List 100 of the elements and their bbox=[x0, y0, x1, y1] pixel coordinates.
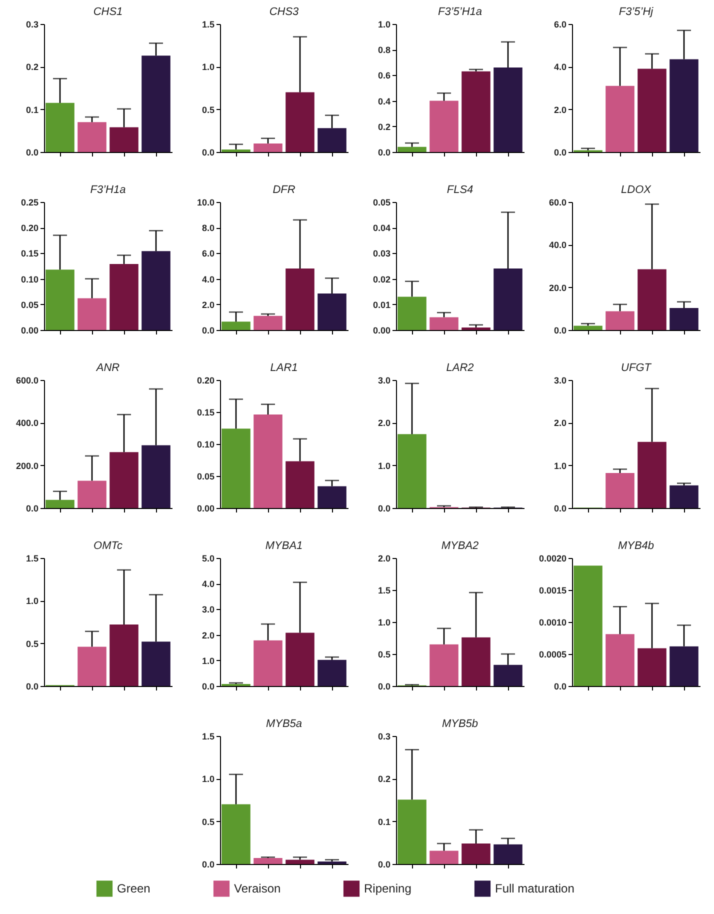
y-tick-label: 0.02 bbox=[372, 274, 390, 284]
bar bbox=[574, 566, 602, 686]
y-tick-label: 2.0 bbox=[378, 554, 390, 564]
chart-title: CHS3 bbox=[269, 6, 300, 18]
chart-title: F3’H1a bbox=[90, 184, 126, 196]
bar bbox=[670, 646, 698, 686]
legend-label: Veraison bbox=[234, 882, 281, 896]
y-tick-label: 1.5 bbox=[202, 732, 214, 742]
y-tick-label: 0.0 bbox=[554, 326, 566, 336]
bar bbox=[318, 294, 346, 330]
y-tick-label: 0.15 bbox=[196, 408, 214, 418]
y-tick-label: 0.2 bbox=[378, 774, 390, 784]
y-tick-label: 0.0 bbox=[378, 148, 390, 158]
bar bbox=[110, 127, 138, 152]
chart-title: LDOX bbox=[621, 184, 652, 196]
chart-title: MYBA2 bbox=[441, 540, 479, 552]
y-tick-label: 0.0 bbox=[554, 682, 566, 692]
chart-title: OMTc bbox=[94, 540, 123, 552]
y-tick-label: 0.0010 bbox=[538, 618, 566, 628]
bar bbox=[606, 634, 634, 686]
y-tick-label: 1.0 bbox=[26, 596, 38, 606]
bar bbox=[222, 149, 250, 152]
y-tick-label: 0.0 bbox=[554, 148, 566, 158]
bar bbox=[670, 308, 698, 330]
y-tick-label: 1.0 bbox=[378, 460, 390, 471]
y-tick-label: 2.0 bbox=[554, 104, 566, 115]
y-tick-label: 0.5 bbox=[26, 638, 38, 649]
bar bbox=[142, 251, 170, 330]
y-tick-label: 0.05 bbox=[196, 472, 214, 482]
bar bbox=[638, 442, 666, 508]
chart-title: DFR bbox=[272, 184, 296, 196]
y-tick-label: 2.0 bbox=[554, 418, 566, 428]
bar bbox=[318, 861, 346, 864]
bar bbox=[606, 86, 634, 152]
y-tick-label: 0.03 bbox=[372, 248, 390, 259]
chart-title: UFGT bbox=[621, 362, 652, 374]
y-tick-label: 20.0 bbox=[548, 282, 566, 293]
bar bbox=[462, 327, 490, 330]
y-tick-label: 0.05 bbox=[372, 198, 390, 208]
y-tick-label: 0.00 bbox=[372, 326, 390, 336]
bar bbox=[254, 858, 282, 864]
y-tick-label: 0.0 bbox=[202, 682, 214, 692]
bar bbox=[430, 317, 458, 330]
legend-label: Full maturation bbox=[495, 882, 574, 896]
bar bbox=[494, 664, 522, 686]
y-tick-label: 40.0 bbox=[548, 240, 566, 250]
bar bbox=[222, 804, 250, 864]
y-tick-label: 0.0015 bbox=[538, 586, 566, 596]
y-tick-label: 3.0 bbox=[202, 604, 214, 615]
bar bbox=[110, 624, 138, 686]
bar bbox=[398, 434, 426, 508]
bar bbox=[286, 860, 314, 864]
y-tick-label: 0.2 bbox=[26, 62, 38, 72]
y-tick-label: 4.0 bbox=[202, 274, 214, 284]
y-tick-label: 1.5 bbox=[26, 554, 38, 564]
y-tick-label: 400.0 bbox=[16, 418, 38, 428]
y-tick-label: 4.0 bbox=[202, 579, 214, 590]
bar bbox=[670, 59, 698, 152]
y-tick-label: 2.0 bbox=[202, 300, 214, 310]
bar bbox=[318, 128, 346, 152]
bar bbox=[462, 844, 490, 864]
y-tick-label: 6.0 bbox=[554, 20, 566, 30]
y-tick-label: 0.0 bbox=[378, 860, 390, 870]
bar bbox=[222, 322, 250, 330]
bar bbox=[318, 486, 346, 508]
bar bbox=[78, 122, 106, 152]
bar bbox=[606, 311, 634, 330]
chart-title: FLS4 bbox=[446, 184, 474, 196]
chart-title: MYB5b bbox=[442, 718, 478, 730]
bar bbox=[286, 461, 314, 508]
bar bbox=[638, 68, 666, 152]
bar bbox=[254, 143, 282, 152]
bar bbox=[78, 298, 106, 330]
y-tick-label: 0.3 bbox=[26, 20, 38, 30]
y-tick-label: 0.10 bbox=[20, 274, 38, 284]
bar bbox=[398, 800, 426, 864]
y-tick-label: 0.5 bbox=[378, 650, 390, 660]
chart-title: MYB4b bbox=[618, 540, 654, 552]
y-tick-label: 0.0 bbox=[378, 504, 390, 514]
y-tick-label: 200.0 bbox=[16, 460, 38, 471]
y-tick-label: 1.0 bbox=[378, 618, 390, 628]
y-tick-label: 0.2 bbox=[378, 122, 390, 132]
chart-title: CHS1 bbox=[93, 6, 123, 18]
y-tick-label: 0.20 bbox=[196, 376, 214, 386]
chart-title: MYBA1 bbox=[265, 540, 303, 552]
y-tick-label: 0.25 bbox=[20, 198, 38, 208]
bar bbox=[670, 485, 698, 508]
bar bbox=[430, 100, 458, 152]
y-tick-label: 0.5 bbox=[202, 816, 214, 827]
y-tick-label: 60.0 bbox=[548, 198, 566, 208]
y-tick-label: 1.5 bbox=[202, 20, 214, 30]
y-tick-label: 0.0005 bbox=[538, 650, 566, 660]
bar bbox=[286, 632, 314, 686]
y-tick-label: 600.0 bbox=[16, 376, 38, 386]
y-tick-label: 1.0 bbox=[554, 460, 566, 471]
y-tick-label: 0.0 bbox=[26, 148, 38, 158]
legend-label: Ripening bbox=[364, 882, 412, 896]
y-tick-label: 0.0 bbox=[202, 148, 214, 158]
y-tick-label: 1.0 bbox=[202, 656, 214, 666]
bar bbox=[574, 326, 602, 330]
